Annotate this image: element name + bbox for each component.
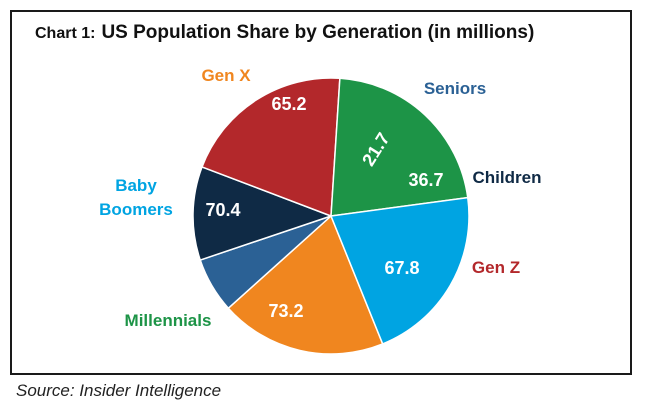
pie-slice-millennials <box>330 77 469 217</box>
category-label-seniors: Seniors <box>424 79 486 98</box>
chart-title-main: US Population Share by Generation (in mi… <box>101 22 535 43</box>
pie-slice-gen-z <box>201 77 341 218</box>
source-note: Source: Insider Intelligence <box>16 381 222 400</box>
chart-title-prefix: Chart 1: <box>35 25 96 42</box>
category-label-millennials: Millennials <box>125 311 212 330</box>
pie-slice-gen-x <box>227 214 384 355</box>
pie-slice-baby-boomers <box>329 196 470 345</box>
pie-slice-children <box>192 165 334 262</box>
value-label-gen-z: 67.8 <box>384 258 419 278</box>
category-label-gen-z: Gen Z <box>472 258 520 277</box>
category-label-children: Children <box>473 168 542 187</box>
value-label-millennials: 73.2 <box>268 301 303 321</box>
chart-title: Chart 1: US Population Share by Generatio… <box>35 22 625 52</box>
value-label-gen-x: 65.2 <box>271 94 306 114</box>
value-label-children: 36.7 <box>408 170 443 190</box>
value-label-baby-boomers: 70.4 <box>205 200 240 220</box>
category-label-gen-x: Gen X <box>201 66 251 85</box>
category-label-baby-boomers: Baby Boomers <box>99 176 173 219</box>
